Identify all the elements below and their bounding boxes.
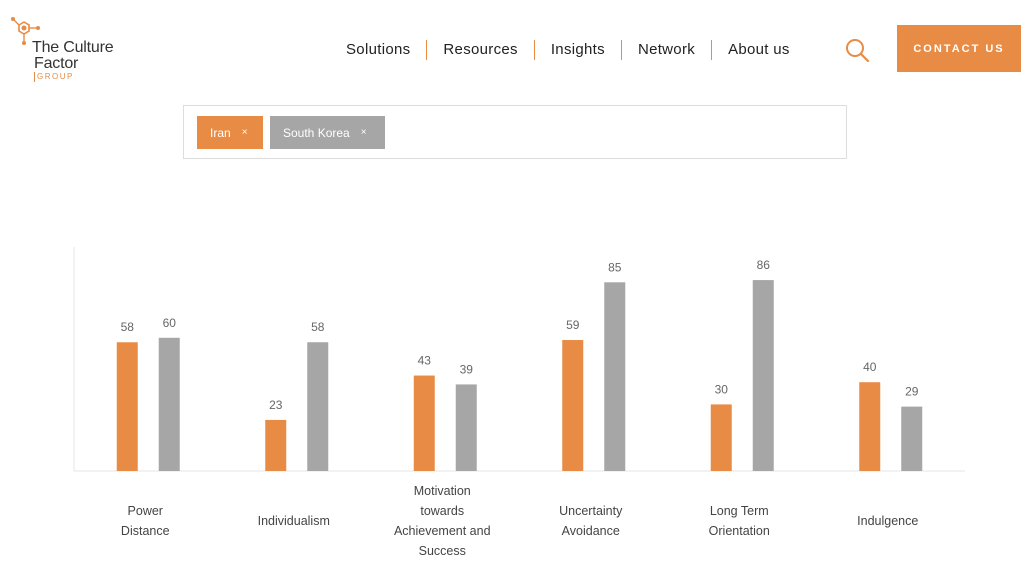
data-label: 40 — [863, 360, 877, 374]
search-icon — [846, 39, 870, 63]
bar-south-korea[interactable] — [901, 406, 923, 471]
bar-iran[interactable] — [413, 375, 435, 471]
data-label: 43 — [418, 354, 432, 368]
data-label: 30 — [715, 382, 729, 396]
logo-wordmark-group: GROUP — [34, 72, 74, 82]
nav-item-about-us[interactable]: About us — [728, 41, 790, 58]
data-label: 58 — [311, 320, 325, 334]
data-label: 86 — [757, 258, 771, 272]
search-button[interactable] — [843, 36, 871, 64]
data-label: 58 — [121, 320, 135, 334]
country-chip-label: Iran — [210, 125, 231, 140]
country-chip-south-korea[interactable]: South Korea × — [270, 116, 385, 149]
logo-wordmark-line2: Factor — [34, 55, 79, 72]
bar-south-korea[interactable] — [752, 280, 774, 471]
bar-iran[interactable] — [265, 419, 287, 471]
bar-iran[interactable] — [859, 382, 881, 471]
category-label: Uncertainty Avoidance — [559, 504, 623, 538]
category-label: Motivation towards Achievement and Success — [394, 484, 491, 558]
bar-south-korea[interactable] — [158, 337, 180, 471]
nav-item-solutions[interactable]: Solutions — [330, 40, 428, 60]
nav-item-network[interactable]: Network — [622, 40, 713, 60]
contact-us-button[interactable]: CONTACT US — [897, 25, 1021, 72]
bar-south-korea[interactable] — [455, 384, 477, 471]
remove-icon[interactable]: × — [241, 127, 248, 138]
category-label: Long Term Orientation — [709, 504, 770, 538]
data-label: 39 — [460, 362, 474, 376]
main-nav: Solutions Resources Insights Network Abo… — [330, 36, 806, 64]
hexagon-molecule-icon — [11, 17, 40, 45]
category-label: Indulgence — [857, 514, 918, 528]
category-label: Power Distance — [121, 504, 170, 538]
country-filter-box[interactable]: Iran × South Korea × — [183, 105, 847, 159]
remove-icon[interactable]: × — [360, 127, 367, 138]
data-label: 29 — [905, 385, 919, 399]
brand-logo[interactable]: The Culture Factor GROUP — [10, 14, 120, 86]
bar-iran[interactable] — [116, 342, 138, 471]
data-label: 59 — [566, 318, 580, 332]
data-label: 60 — [163, 316, 177, 330]
data-label: 85 — [608, 260, 622, 274]
logo-wordmark-line1: The Culture — [32, 39, 114, 56]
category-label: Individualism — [258, 514, 330, 528]
bar-iran[interactable] — [562, 340, 584, 471]
nav-item-resources[interactable]: Resources — [427, 40, 535, 60]
country-chip-iran[interactable]: Iran × — [197, 116, 263, 149]
bar-iran[interactable] — [710, 404, 732, 471]
bar-south-korea[interactable] — [604, 282, 626, 471]
country-chip-label: South Korea — [283, 125, 350, 140]
data-label: 23 — [269, 398, 283, 412]
nav-item-insights[interactable]: Insights — [535, 40, 622, 60]
bar-south-korea[interactable] — [307, 342, 329, 471]
